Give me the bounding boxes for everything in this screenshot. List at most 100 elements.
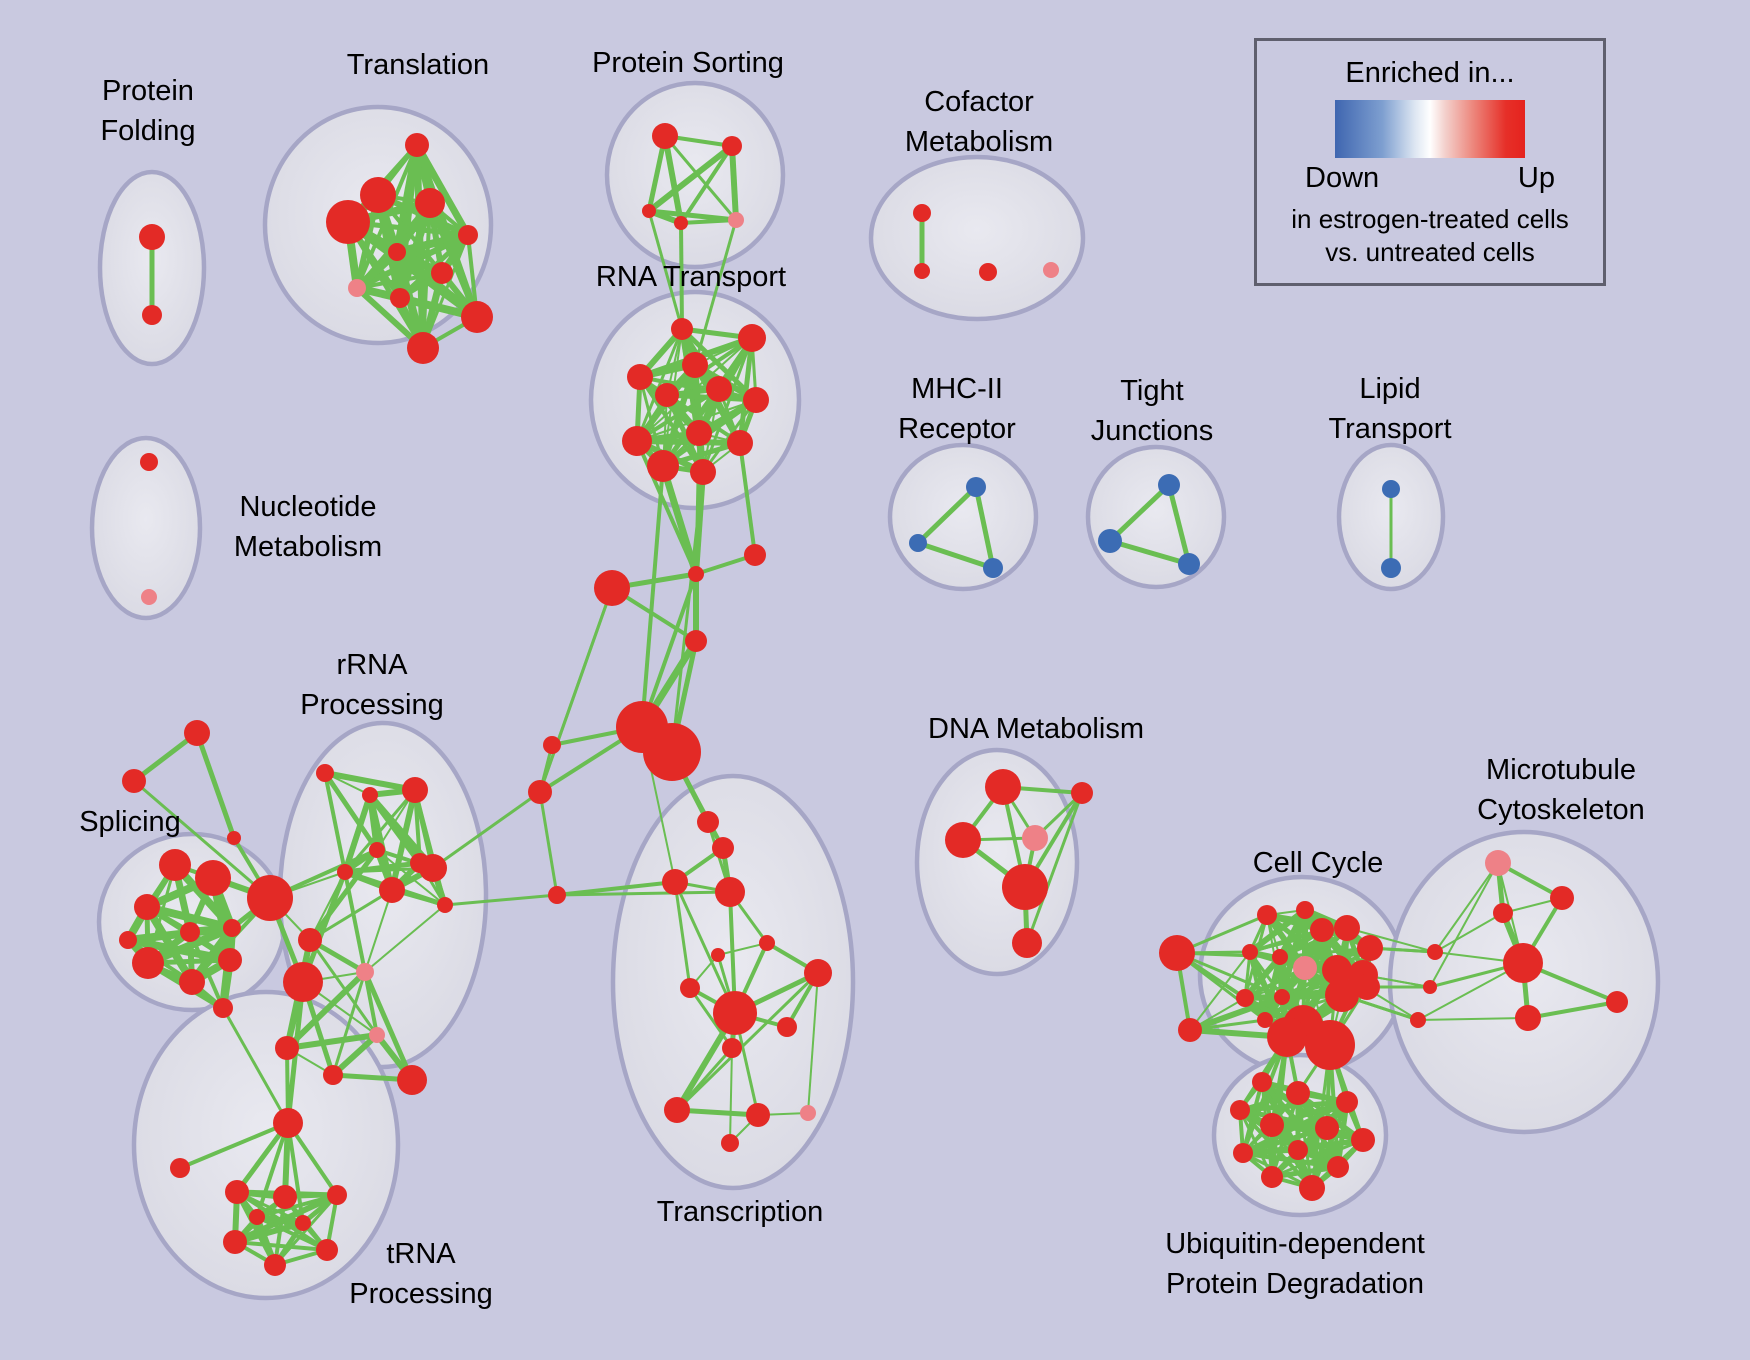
network-edge xyxy=(364,904,446,973)
network-edge xyxy=(132,731,199,783)
network-node-cofactor-metabolism xyxy=(1043,262,1059,278)
network-node-cell-cycle xyxy=(1310,918,1334,942)
network-link-edge xyxy=(1241,1036,1289,1154)
network-node-transcription xyxy=(664,1097,690,1123)
network-node-rrna-processing xyxy=(402,777,428,803)
network-node-hub-chain xyxy=(594,570,630,606)
network-node-trna-processing xyxy=(225,1180,249,1204)
cluster-label-protein-folding-line1: Protein xyxy=(102,75,194,107)
network-node-protein-sorting xyxy=(728,212,744,228)
network-link-edge xyxy=(640,465,665,728)
network-edge xyxy=(343,871,367,973)
network-node-translation xyxy=(431,262,453,284)
network-node-cell-cycle xyxy=(1159,935,1195,971)
network-node-rna-transport xyxy=(647,450,679,482)
network-edge xyxy=(342,794,373,873)
network-edge xyxy=(1108,483,1171,543)
network-link-edge xyxy=(679,222,684,330)
cluster-label-cofactor-metabolism-line1: Cofactor xyxy=(924,86,1034,118)
network-node-cell-cycle xyxy=(1257,1012,1273,1028)
network-link-edge xyxy=(538,587,614,793)
network-node-splicing xyxy=(132,947,164,979)
network-node-trna-processing xyxy=(264,1254,286,1276)
network-node-rna-transport xyxy=(627,364,653,390)
network-node-trna-processing xyxy=(223,1230,247,1254)
network-edge xyxy=(322,771,380,852)
network-node-rna-transport xyxy=(743,387,769,413)
network-node-ubiquitin-degradation xyxy=(1315,1116,1339,1140)
cluster-ellipse-tight-junctions xyxy=(1085,444,1227,590)
network-node-translation xyxy=(405,133,429,157)
network-node-rrna-processing xyxy=(247,875,293,921)
network-edge xyxy=(662,135,684,224)
cluster-label-lipid-transport-line2: Transport xyxy=(1328,413,1451,445)
network-edge xyxy=(179,1121,289,1170)
network-link-edge xyxy=(1434,912,1504,953)
network-edge xyxy=(1188,994,1284,1033)
legend-subtitle-line2: vs. untreated cells xyxy=(1325,237,1535,267)
legend-box: Enriched in... Down Up in estrogen-treat… xyxy=(1254,38,1606,286)
network-node-cell-cycle xyxy=(1257,905,1277,925)
network-node-cell-cycle xyxy=(1236,989,1254,1007)
network-link-edge xyxy=(556,880,676,897)
network-edge xyxy=(679,144,734,225)
network-node-microtubule-cytoskeleton xyxy=(1550,886,1574,910)
network-node-transcription xyxy=(759,935,775,951)
cluster-label-nucleotide-metabolism-line1: Nucleotide xyxy=(239,491,376,523)
network-node-trna-processing xyxy=(170,1158,190,1178)
network-node-mhc-ii-receptor xyxy=(966,477,986,497)
network-node-rrna-processing xyxy=(369,1027,385,1043)
cluster-label-trna-processing-line1: tRNA xyxy=(386,1238,456,1270)
network-node-cofactor-metabolism xyxy=(913,204,931,222)
network-edge xyxy=(364,889,393,973)
network-node-mhc-ii-receptor xyxy=(909,534,927,552)
cluster-ellipse-cofactor-metabolism xyxy=(868,154,1086,322)
cluster-label-transcription-line1: Transcription xyxy=(657,1196,824,1228)
network-node-mhc-ii-receptor xyxy=(983,558,1003,578)
network-node-hub-chain xyxy=(543,736,561,754)
network-node-lipid-transport xyxy=(1381,558,1401,578)
network-node-tight-junctions xyxy=(1158,474,1180,496)
network-node-splicing xyxy=(134,894,160,920)
network-node-cell-cycle xyxy=(1267,1017,1307,1057)
cluster-ellipse-mhc-ii-receptor xyxy=(887,442,1039,592)
network-edge xyxy=(673,881,737,1014)
network-node-translation xyxy=(390,288,410,308)
network-node-rrna-processing xyxy=(369,842,385,858)
network-link-edge xyxy=(1434,862,1499,953)
network-node-rrna-processing xyxy=(337,864,353,880)
network-node-splicing xyxy=(218,948,242,972)
network-edge xyxy=(256,1215,328,1252)
network-link-edge xyxy=(432,790,541,870)
network-node-cofactor-metabolism xyxy=(979,263,997,281)
network-edge xyxy=(308,939,379,1036)
network-edge xyxy=(737,337,755,444)
network-node-tight-junctions xyxy=(1178,553,1200,575)
network-node-splicing-triangle xyxy=(184,720,210,746)
network-edge xyxy=(1527,1000,1618,1020)
network-node-microtubule-cytoskeleton xyxy=(1493,903,1513,923)
network-node-rna-transport xyxy=(622,426,652,456)
network-link-edge xyxy=(647,210,684,330)
network-node-transcription xyxy=(713,991,757,1035)
legend-subtitle: in estrogen-treated cells vs. untreated … xyxy=(1257,203,1603,269)
network-edge xyxy=(1271,1164,1339,1180)
cluster-label-tight-junctions-line2: Junctions xyxy=(1091,415,1214,447)
network-node-rrna-processing xyxy=(419,854,447,882)
network-node-dna-metabolism xyxy=(945,822,981,858)
network-node-rna-transport xyxy=(671,318,693,340)
network-node-cell-cycle xyxy=(1427,944,1443,960)
legend-up-label: Up xyxy=(1517,162,1555,194)
network-node-trna-processing xyxy=(327,1185,347,1205)
network-edge xyxy=(688,987,734,1049)
cluster-label-ubiquitin-degradation-line2: Protein Degradation xyxy=(1166,1268,1424,1300)
network-node-hub-chain xyxy=(685,630,707,652)
network-node-nucleotide-metabolism xyxy=(141,589,157,605)
cluster-label-cofactor-metabolism-line2: Metabolism xyxy=(905,126,1053,158)
cluster-label-ubiquitin-degradation-line1: Ubiquitin-dependent xyxy=(1165,1228,1425,1260)
network-edge xyxy=(648,208,737,223)
network-node-dna-metabolism xyxy=(1012,928,1042,958)
network-node-cell-cycle xyxy=(1357,935,1383,961)
network-node-hub-chain xyxy=(528,780,552,804)
